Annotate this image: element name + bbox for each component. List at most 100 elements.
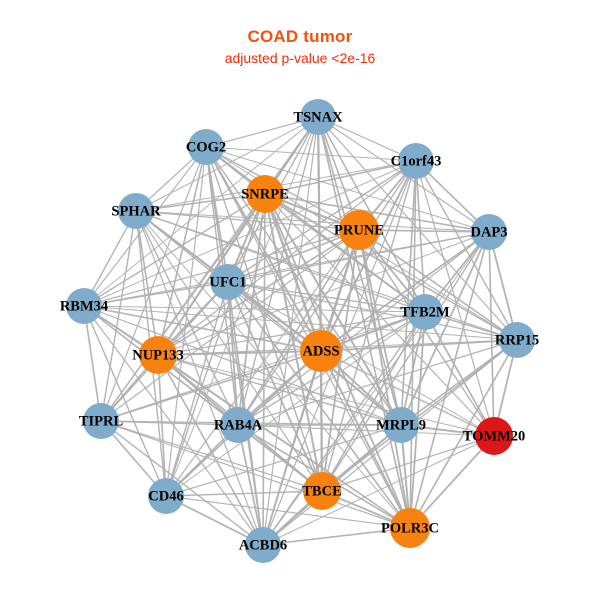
graph-node-tbce[interactable]	[303, 472, 341, 510]
edge-line	[320, 231, 490, 352]
graph-node-cd46[interactable]	[148, 478, 184, 514]
edge-line	[83, 305, 518, 341]
graph-node-mrpl9[interactable]	[383, 407, 419, 443]
edge-line	[227, 229, 360, 283]
graph-node-nup133[interactable]	[139, 336, 177, 374]
edge-line	[135, 210, 360, 231]
edge-line	[83, 305, 322, 352]
edge-line	[83, 305, 102, 422]
node-label-rrp15: RRP15	[495, 332, 539, 348]
edge-line	[400, 311, 426, 426]
node-label-cd46: CD46	[148, 488, 183, 504]
edge-line	[157, 229, 360, 356]
edge-line	[83, 210, 137, 307]
edge-line	[317, 116, 518, 341]
edge-line	[227, 160, 417, 283]
graph-node-rrp15[interactable]	[499, 322, 535, 358]
node-label-mrpl9: MRPL9	[376, 417, 426, 433]
graph-node-tiprl[interactable]	[83, 403, 119, 439]
edge-line	[100, 420, 323, 492]
figure-subtitle: adjusted p-value <2e-16	[224, 50, 376, 67]
graph-node-prune[interactable]	[339, 210, 379, 250]
graph-node-rab4a[interactable]	[220, 407, 256, 443]
edge-line	[320, 160, 417, 352]
graph-node-snrpe[interactable]	[246, 175, 284, 213]
graph-node-tfb2m[interactable]	[407, 294, 443, 330]
edge-line	[157, 354, 495, 437]
edge-line	[157, 354, 402, 426]
graph-node-dap3[interactable]	[471, 214, 507, 250]
graph-node-polr3c[interactable]	[390, 508, 430, 548]
edge-line	[227, 281, 411, 529]
edge-line	[83, 281, 229, 307]
graph-node-adss[interactable]	[300, 330, 342, 372]
node-label-tsnax: TSNAX	[293, 109, 343, 125]
edge-line	[83, 160, 417, 307]
node-label-acbd6: ACBD6	[239, 537, 287, 553]
edge-line	[237, 231, 490, 426]
edge-line	[165, 424, 402, 497]
node-label-c1orf43: C1orf43	[391, 153, 442, 169]
node-label-ufc1: UFC1	[209, 274, 246, 290]
node-label-dap3: DAP3	[470, 224, 507, 240]
edge-line	[262, 350, 322, 546]
graph-node-tomm20[interactable]	[475, 417, 513, 455]
graph-node-sphar[interactable]	[118, 193, 154, 229]
edge-line	[157, 354, 167, 497]
edge-line	[165, 116, 319, 497]
edge-line	[424, 311, 495, 437]
edge-line	[83, 305, 426, 313]
graph-node-cog2[interactable]	[188, 129, 224, 165]
edge-line	[264, 193, 495, 437]
edge-line	[321, 311, 426, 492]
edge-line	[100, 350, 322, 422]
edge-line	[205, 146, 322, 352]
edge-line	[409, 231, 490, 529]
edge-line	[237, 229, 360, 426]
edge-line	[317, 116, 360, 231]
edge-line	[321, 435, 495, 492]
edge-line	[488, 231, 518, 341]
nodes-layer	[66, 99, 535, 563]
edge-line	[157, 354, 264, 546]
edge-line	[165, 495, 264, 546]
node-label-sphar: SPHAR	[111, 203, 161, 219]
edge-line	[358, 229, 490, 233]
edge-line	[262, 311, 426, 546]
edge-line	[262, 435, 495, 546]
edge-line	[264, 193, 490, 233]
edge-line	[83, 305, 167, 497]
node-label-tbce: TBCE	[302, 483, 342, 499]
edge-line	[157, 350, 322, 356]
edge-line	[320, 350, 495, 437]
graph-node-ufc1[interactable]	[210, 264, 246, 300]
page-title: COAD tumor	[247, 27, 353, 46]
node-label-tiprl: TIPRL	[79, 413, 124, 429]
edge-line	[264, 160, 417, 195]
edge-line	[415, 160, 426, 313]
node-label-rbm34: RBM34	[60, 298, 108, 314]
edge-line	[237, 339, 518, 426]
edge-line	[237, 424, 264, 546]
edge-line	[205, 146, 402, 426]
graph-node-rbm34[interactable]	[66, 288, 102, 324]
edge-line	[227, 281, 426, 313]
edge-line	[264, 193, 518, 341]
graph-node-c1orf43[interactable]	[398, 143, 434, 179]
graph-node-acbd6[interactable]	[245, 527, 281, 563]
edge-line	[262, 339, 518, 546]
edge-line	[400, 231, 490, 426]
graph-node-tsnax[interactable]	[300, 99, 336, 135]
edge-line	[409, 339, 518, 529]
edge-line	[135, 210, 239, 426]
node-label-tomm20: TOMM20	[463, 428, 526, 444]
node-label-nup133: NUP133	[132, 347, 184, 363]
node-labels-layer: TSNAX COG2 C1orf43 SNRPE SPHAR PRUNE DAP3 UFC1 R…	[60, 109, 539, 553]
edge-line	[205, 146, 490, 233]
edge-line	[415, 160, 495, 437]
figure-title-block: COAD tumor adjusted p-value <2e-16	[0, 26, 600, 68]
node-label-polr3c: POLR3C	[381, 520, 439, 536]
edge-line	[358, 229, 411, 529]
edge-line	[321, 160, 417, 492]
